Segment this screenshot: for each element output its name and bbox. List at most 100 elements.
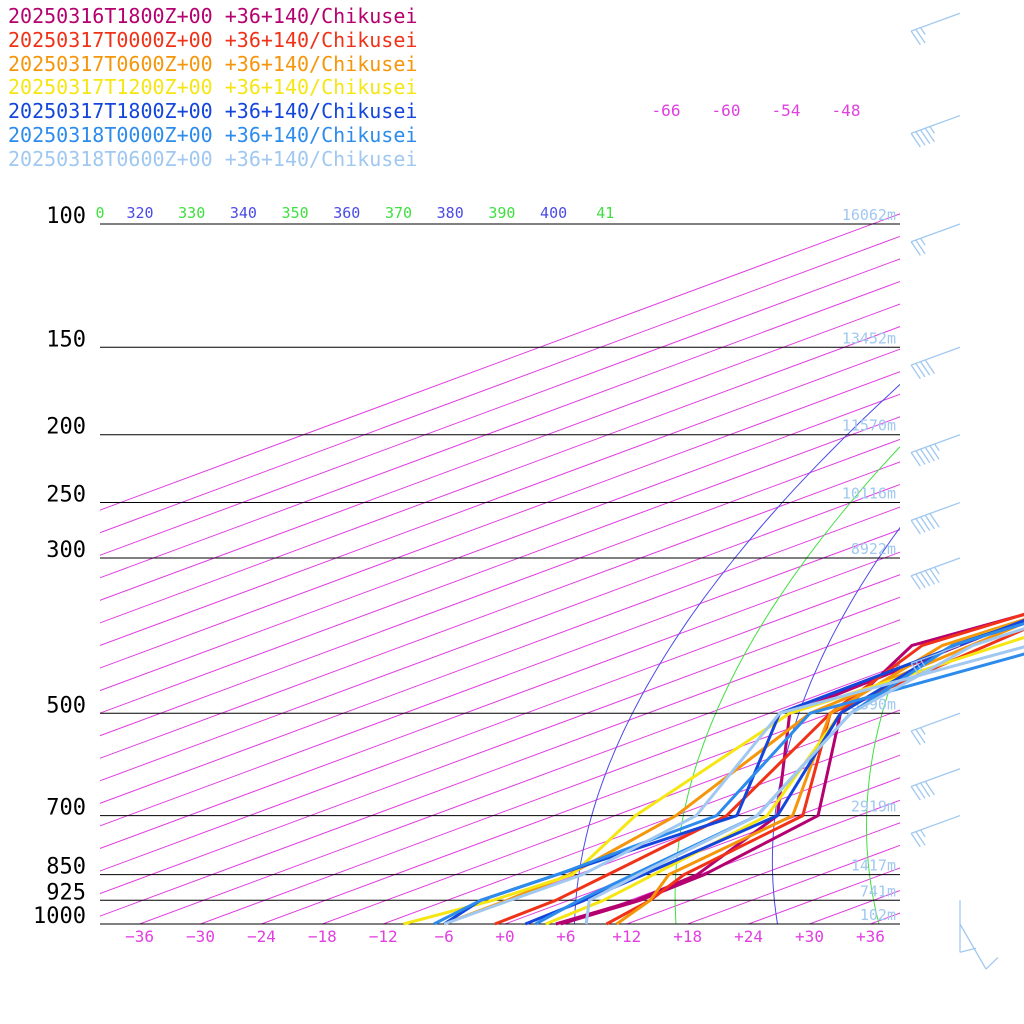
height-label: 10116m: [842, 485, 896, 503]
theta-label: 320: [126, 204, 153, 222]
temperature-line: [615, 618, 1024, 926]
legend-entry: 20250316T1800Z+00 +36+140/Chikusei: [8, 4, 418, 28]
legend-entry: 20250317T1200Z+00 +36+140/Chikusei: [8, 75, 418, 100]
height-label: 8922m: [851, 540, 896, 558]
dewpoint-line: [443, 645, 1024, 926]
wind-barb-flag: [910, 132, 921, 148]
x-tick-label: +30: [795, 927, 824, 946]
isotherm-line: [100, 438, 900, 737]
wind-barb-staff: [910, 501, 961, 521]
wind-barb-flag: [919, 782, 931, 798]
isotherm-line: [443, 754, 900, 924]
theta-label: 390: [488, 204, 515, 222]
x-tick-label: −12: [369, 927, 398, 946]
isotherm-line: [139, 641, 900, 924]
isotherm-line: [992, 116, 1024, 924]
isotherm-line: [322, 709, 900, 924]
theta-label: 330: [178, 204, 205, 222]
wind-barb-flag: [919, 27, 926, 35]
wind-barb-flag: [919, 659, 926, 668]
dewpoint-line: [433, 652, 1024, 926]
wind-barb-flag: [910, 30, 921, 46]
x-tick-label: −36: [125, 927, 154, 946]
upper-isotherm-labels: -66 -60 -54 -48: [652, 101, 861, 120]
temperature-line: [545, 619, 1024, 926]
wind-barb-flag: [934, 566, 940, 575]
dewpoint-line: [555, 618, 1024, 926]
theta-label: 360: [333, 204, 360, 222]
pressure-label: 200: [46, 415, 86, 440]
wind-barb-staff: [910, 346, 961, 366]
wind-barb-flag: [985, 957, 999, 970]
wind-barb-flag: [910, 519, 921, 535]
wind-barb-flag: [924, 127, 936, 143]
height-label: 102m: [860, 906, 896, 924]
wind-barb-flag: [915, 728, 926, 744]
pressure-label: 700: [46, 796, 86, 821]
x-tick-label: +18: [673, 927, 702, 946]
adiabat-line: [574, 383, 900, 924]
wind-barb-staff: [910, 814, 961, 834]
theta-label: 350: [282, 204, 309, 222]
wind-barb-flag: [924, 359, 936, 374]
wind-barb-flag: [915, 450, 926, 465]
x-tick-label: +36: [856, 927, 885, 946]
isotherm-line: [100, 371, 900, 669]
wind-barb-flag: [929, 568, 940, 583]
pressure-label: 300: [46, 538, 86, 563]
isotherm-line: [100, 303, 900, 601]
isotherm-line: [100, 529, 900, 827]
wind-barb-flag: [910, 832, 921, 848]
theta-labels: 0 320 330 340 350 360 370 380 390 400 41: [95, 204, 614, 222]
height-label: 13452m: [842, 329, 896, 347]
wind-barb-flag: [910, 241, 921, 256]
isotherm-line: [504, 777, 900, 924]
x-tick-label: +6: [556, 927, 575, 946]
x-tick-label: +0: [495, 927, 514, 946]
isotherm-line: [100, 280, 900, 579]
wind-barb-flag: [910, 662, 921, 678]
wind-barb-staff: [959, 923, 987, 970]
isotherm-line: [100, 235, 900, 534]
pressure-label: 150: [46, 327, 86, 352]
wind-barb-flag: [910, 452, 921, 467]
theta-label: 340: [230, 204, 257, 222]
wind-barb-flag: [910, 730, 921, 746]
wind-barb-flag: [915, 831, 926, 846]
pressure-label: 250: [46, 483, 86, 508]
x-tick-label: −30: [186, 927, 215, 946]
pressure-label: 1000: [33, 904, 86, 929]
profiles: [403, 612, 1024, 926]
wind-barb-staff: [910, 434, 961, 454]
isotherm-line: [100, 551, 900, 849]
wind-barbs: [910, 12, 999, 970]
isotherm-line: [100, 416, 900, 714]
isotherm-line: [931, 116, 1024, 924]
temperature-line: [605, 612, 1024, 926]
pressure-label: 850: [46, 855, 86, 880]
theta-label: 400: [540, 204, 567, 222]
wind-barb-flag: [929, 513, 940, 528]
wind-barb-staff: [910, 12, 961, 32]
wind-barb-flag: [910, 786, 921, 801]
wind-barb-flag: [915, 573, 926, 589]
wind-barb-flag: [919, 361, 931, 376]
wind-barb-staff: [910, 223, 961, 243]
theta-label: 0: [95, 204, 104, 222]
height-label: 11570m: [842, 417, 896, 435]
height-label: 1417m: [851, 857, 896, 875]
height-label: 741m: [860, 882, 896, 900]
isotherm-line: [200, 664, 900, 924]
wind-barb-flag: [915, 518, 926, 533]
temperature-line: [560, 612, 1024, 926]
wind-barb-flag: [915, 784, 926, 799]
x-tick-label: −18: [308, 927, 337, 946]
wind-barb-flag: [919, 129, 931, 144]
wind-barb-flag: [924, 570, 936, 585]
wind-barb-flag: [919, 727, 926, 735]
temperature-line: [584, 627, 1024, 925]
wind-barb-flag: [924, 514, 936, 530]
temperature-line: [524, 620, 1024, 926]
isotherm-line: [100, 619, 900, 917]
